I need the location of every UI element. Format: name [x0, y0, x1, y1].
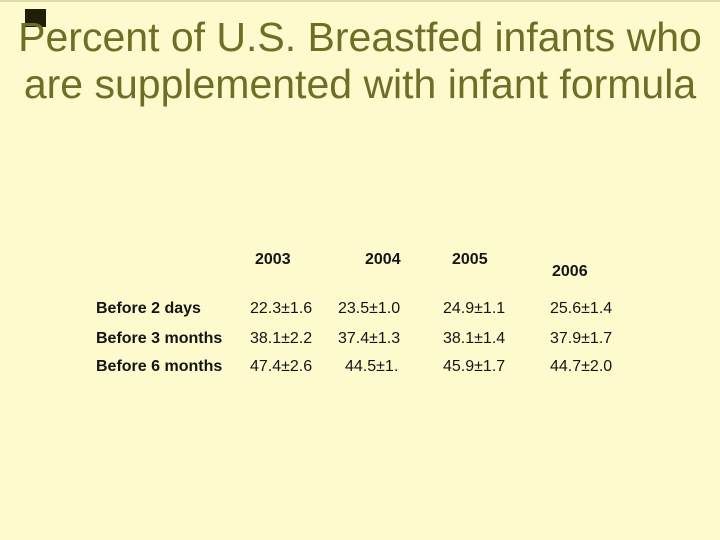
corner-marker-square [25, 9, 46, 27]
table-cell: 24.9±1.1 [443, 300, 506, 317]
table-cell: 22.3±1.6 [250, 300, 313, 317]
row-label: Before 2 days [96, 300, 201, 317]
table-cell: 25.6±1.4 [550, 300, 613, 317]
slide-title: Percent of U.S. Breastfed infants who are… [0, 14, 720, 108]
slide-title-line-1: Percent of U.S. Breastfed infants who [18, 14, 702, 60]
table-cell: 38.1±2.2 [250, 330, 313, 347]
column-header: 2004 [365, 251, 401, 268]
column-header: 2006 [552, 263, 588, 280]
table-cell: 44.5±1. [345, 358, 399, 375]
row-label: Before 3 months [96, 330, 223, 347]
table-cell: 37.4±1.3 [338, 330, 401, 347]
column-header: 2005 [452, 251, 488, 268]
table-cell: 44.7±2.0 [550, 358, 613, 375]
table-cell: 47.4±2.6 [250, 358, 313, 375]
slide-title-line-2: are supplemented with infant formula [23, 61, 697, 107]
row-label: Before 6 months [96, 358, 223, 375]
table-cell: 38.1±1.4 [443, 330, 506, 347]
table-cell: 23.5±1.0 [338, 300, 401, 317]
table-cell: 37.9±1.7 [550, 330, 613, 347]
table-cell: 45.9±1.7 [443, 358, 506, 375]
slide-top-edge [0, 0, 720, 2]
column-header: 2003 [255, 251, 291, 268]
